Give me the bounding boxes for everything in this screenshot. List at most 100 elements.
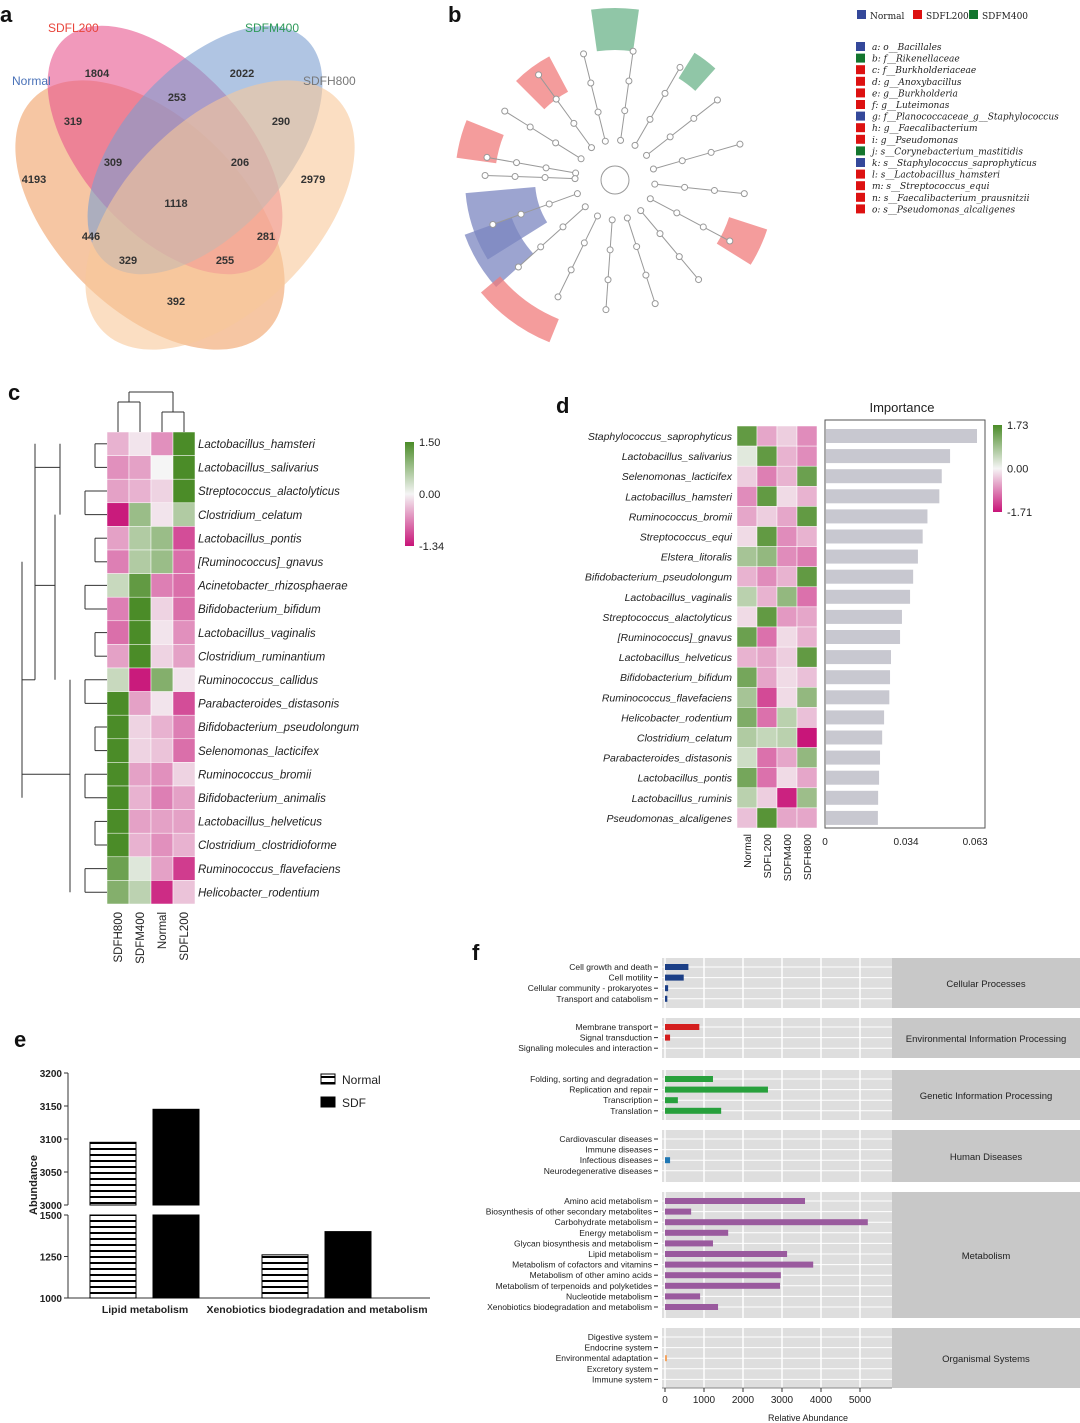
clade-node — [637, 207, 645, 215]
heatmap-c-row-label: Clostridium_ruminantium — [198, 651, 326, 663]
clade-node — [513, 159, 521, 167]
f-bar — [665, 1219, 868, 1226]
clade-node — [649, 165, 657, 173]
e-y-tick-label: 1500 — [40, 1211, 63, 1222]
clade-node — [501, 107, 509, 115]
legend-swatch-normal — [857, 10, 866, 19]
heatmap-d-cell — [796, 546, 818, 567]
heatmap-c-cell — [106, 832, 130, 858]
heatmap-c-cell — [150, 785, 174, 810]
taxon-swatch — [856, 169, 865, 179]
heatmap-d-cell — [736, 566, 758, 588]
heatmap-c-row-label: Lactobacillus_helveticus — [198, 817, 322, 829]
heatmap-c-cell — [150, 856, 174, 881]
legend-group-label: SDFL200 — [926, 12, 969, 22]
clade-branch — [634, 119, 651, 146]
taxon-swatch — [856, 146, 865, 156]
f-x-tick-label: 0 — [662, 1395, 668, 1406]
f-facet-label: Environmental Information Processing — [906, 1034, 1067, 1045]
taxon-label: j: s__Corynebacterium_mastitidis — [870, 147, 1023, 157]
heatmap-c-cell — [128, 455, 152, 480]
clade-branch — [636, 246, 647, 276]
clade-node — [656, 230, 664, 238]
panel-label-b: b — [448, 2, 462, 27]
importance-x-tick: 0 — [822, 837, 828, 848]
heatmap-c-row-label: Bifidobacterium_bifidum — [198, 604, 321, 616]
heatmap-d-cell — [736, 586, 758, 608]
taxon-swatch — [856, 134, 865, 144]
heatmap-c-cell — [106, 596, 130, 622]
f-bar — [665, 995, 668, 1002]
importance-bar — [826, 810, 878, 825]
clade-node — [676, 63, 684, 71]
heatmap-d-cell — [736, 506, 758, 527]
f-x-tick-label: 1000 — [693, 1395, 716, 1406]
venn-region-count: 319 — [64, 116, 82, 128]
f-x-tick-label: 4000 — [810, 1395, 833, 1406]
taxon-swatch — [856, 181, 865, 191]
heatmap-d-cell — [756, 465, 778, 487]
clade-node — [651, 300, 659, 308]
heatmap-d-cell — [756, 425, 778, 447]
venn-region-count: 206 — [231, 157, 249, 169]
taxon-label: h: g__Faecalibacterium — [872, 124, 978, 134]
heatmap-c-row-label: Bifidobacterium_animalis — [198, 793, 326, 805]
heatmap-c-cell — [172, 785, 196, 810]
f-x-tick-label: 2000 — [732, 1395, 755, 1406]
heatmap-c-cell — [172, 549, 196, 574]
clade-branch — [549, 193, 578, 205]
heatmap-d-cell — [776, 767, 798, 789]
clade-node — [593, 212, 601, 220]
taxon-label: d: g__Anoxybacillus — [872, 78, 962, 88]
clade-node — [695, 276, 703, 284]
heatmap-c-cell — [128, 620, 152, 645]
clade-node — [736, 140, 744, 148]
f-row-label: Energy metabolism — [579, 1228, 652, 1238]
f-row-label: Translation — [610, 1106, 652, 1116]
heatmap-c-col-label: SDFM400 — [135, 912, 147, 964]
clade-node — [602, 306, 610, 314]
heatmap-c-cell — [106, 573, 130, 598]
heatmap-c-cell — [172, 809, 196, 834]
venn-region-count: 2022 — [230, 68, 254, 80]
heatmap-d-cell — [776, 586, 798, 608]
taxon-swatch — [856, 111, 865, 121]
heatmap-d-cell — [796, 506, 818, 527]
f-facet-strip — [892, 1070, 1080, 1120]
f-row-label: Metabolism of other amino acids — [530, 1270, 652, 1280]
colorbar-tick-label: -1.71 — [1007, 507, 1032, 519]
heatmap-d-cell — [736, 747, 758, 768]
e-y-axis-label: Abundance — [28, 1155, 40, 1215]
heatmap-d-cell — [796, 666, 818, 688]
importance-title: Importance — [869, 400, 934, 415]
clade-node — [675, 253, 683, 261]
heatmap-c-cell — [128, 785, 152, 810]
taxon-label: k: s__Staphylococcus_saprophyticus — [872, 159, 1037, 169]
clade-node — [633, 243, 641, 251]
f-row-label: Transcription — [603, 1095, 652, 1105]
heatmap-c-cell — [128, 880, 152, 905]
heatmap-d-cell — [776, 546, 798, 567]
f-row-label: Folding, sorting and degradation — [530, 1074, 652, 1084]
venn-region-count: 290 — [272, 116, 290, 128]
clade-node — [646, 115, 654, 123]
importance-bar — [826, 750, 881, 765]
f-facet-strip — [892, 1130, 1080, 1182]
colorbar-tick-label: 0.00 — [419, 489, 440, 501]
f-row-label: Cardiovascular diseases — [559, 1134, 652, 1144]
taxon-label: o: s__Pseudomonas_alcaligenes — [872, 205, 1016, 215]
clade-sector-c — [516, 56, 569, 110]
clade-branch — [555, 98, 575, 124]
clade-node — [617, 136, 625, 144]
f-row-label: Replication and repair — [569, 1085, 652, 1095]
heatmap-d-cell — [756, 445, 778, 467]
importance-frame — [824, 419, 986, 829]
heatmap-d-row-label: Ruminococcus_bromii — [629, 511, 733, 523]
importance-bar — [826, 710, 885, 725]
heatmap-c-cell — [150, 431, 174, 456]
heatmap-d-cell — [736, 425, 758, 447]
clade-branch — [492, 213, 522, 225]
venn-region-count: 329 — [119, 255, 137, 267]
f-row-label: Immune diseases — [585, 1145, 652, 1155]
clade-branch — [645, 274, 656, 304]
